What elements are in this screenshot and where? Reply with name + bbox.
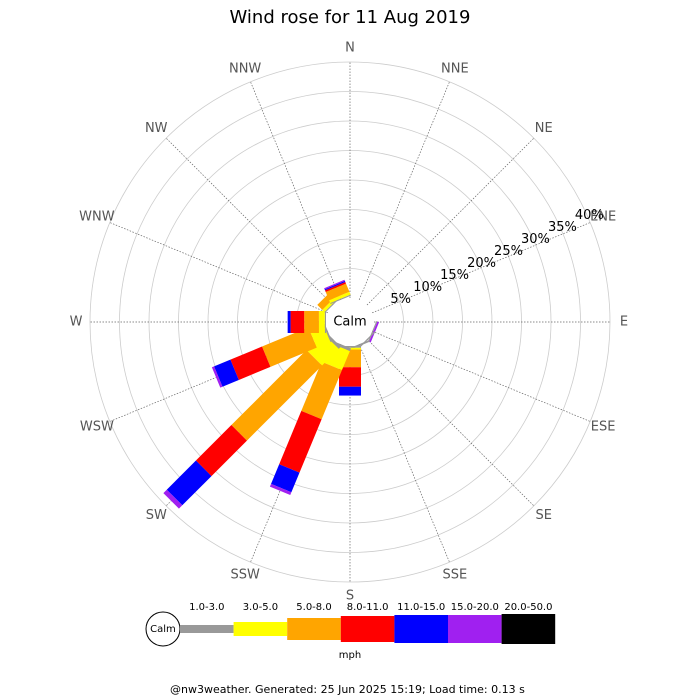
legend-label: 1.0-3.0: [189, 602, 224, 613]
bar-segment: [330, 294, 351, 305]
ring-label: 10%: [413, 280, 442, 295]
direction-label: SSE: [442, 568, 467, 583]
footer: @nw3weather. Generated: 25 Jun 2025 15:1…: [170, 683, 525, 696]
ring-label: 5%: [390, 292, 411, 307]
direction-label: E: [620, 315, 628, 330]
bar-segment: [325, 283, 350, 301]
bar-segment: [324, 311, 326, 333]
direction-bar: [287, 311, 326, 333]
spoke: [358, 81, 450, 300]
grid-ring: [89, 61, 611, 583]
bar-segment: [329, 291, 351, 303]
bar-segment: [304, 311, 319, 333]
legend-swatch: [287, 618, 341, 640]
ring-label: 40%: [575, 208, 604, 223]
spoke: [358, 344, 450, 563]
bar-segment: [339, 367, 361, 387]
legend-label: 15.0-20.0: [451, 602, 499, 613]
bar-segment: [230, 346, 271, 380]
direction-label: SE: [536, 508, 552, 523]
direction-label: SW: [146, 508, 167, 523]
legend-calm-label: Calm: [150, 624, 176, 635]
legend-label: 5.0-8.0: [296, 602, 331, 613]
bar-segment: [269, 483, 292, 496]
legend-swatch: [501, 614, 556, 644]
legend-label: 20.0-50.0: [504, 602, 552, 613]
spoke: [250, 81, 342, 300]
legend-swatch: [233, 622, 288, 636]
bar-segment: [279, 410, 322, 473]
grid-ring: [266, 238, 434, 406]
spoke: [372, 330, 591, 422]
unit-label: mph: [339, 650, 361, 661]
spoke: [109, 222, 328, 314]
spoke: [165, 137, 334, 306]
legend-swatch: [394, 615, 448, 643]
ring-label: 25%: [494, 244, 523, 259]
bar-segment: [211, 366, 223, 388]
direction-label: NW: [145, 121, 168, 136]
legend-swatch: [180, 625, 234, 633]
direction-label: NNW: [229, 61, 261, 76]
legend-swatch: [448, 615, 502, 643]
direction-label: ESE: [591, 419, 616, 434]
bar-segment: [262, 327, 317, 367]
grid-ring: [119, 91, 581, 553]
legend-swatch: [340, 616, 395, 642]
spoke: [366, 137, 535, 306]
bar-segment: [231, 349, 323, 441]
direction-label: SSW: [230, 568, 260, 583]
ring-label: 35%: [548, 220, 577, 235]
bar-segment: [290, 311, 305, 333]
direction-label: NE: [535, 121, 553, 136]
direction-bar: [324, 279, 351, 305]
bar-segment: [301, 361, 342, 420]
chart-title: Wind rose for 11 Aug 2019: [230, 7, 471, 28]
spoke: [366, 338, 535, 507]
direction-label: NNE: [441, 61, 469, 76]
bar-segment: [318, 311, 325, 333]
direction-bar: [269, 339, 351, 496]
legend-label: 8.0-11.0: [347, 602, 389, 613]
bar-segment: [271, 464, 300, 493]
calm-label: Calm: [333, 315, 366, 330]
ring-label: 30%: [521, 232, 550, 247]
bar-segment: [339, 346, 361, 348]
ring-label: 15%: [440, 268, 469, 283]
direction-label: ENE: [590, 210, 616, 225]
bar-segment: [163, 489, 183, 509]
direction-label: N: [345, 41, 355, 56]
legend-label: 3.0-5.0: [243, 602, 278, 613]
bar-segment: [339, 386, 361, 396]
direction-bar: [163, 331, 341, 509]
bar-segment: [214, 359, 239, 387]
calm-circle: [332, 304, 368, 340]
spoke: [372, 222, 591, 314]
bar-segment: [287, 311, 291, 333]
bar-segment: [324, 280, 346, 291]
direction-label: WSW: [80, 419, 114, 434]
bar-segment: [325, 281, 347, 293]
direction-label: WNW: [79, 210, 115, 225]
direction-label: S: [346, 589, 354, 604]
legend-label: 11.0-15.0: [397, 602, 445, 613]
bar-segment: [367, 321, 378, 342]
ring-label: 20%: [467, 256, 496, 271]
bar-segment: [324, 279, 345, 290]
direction-bar: [367, 321, 380, 343]
bar-segment: [166, 460, 212, 506]
direction-label: W: [70, 315, 83, 330]
bar-segment: [195, 425, 247, 477]
